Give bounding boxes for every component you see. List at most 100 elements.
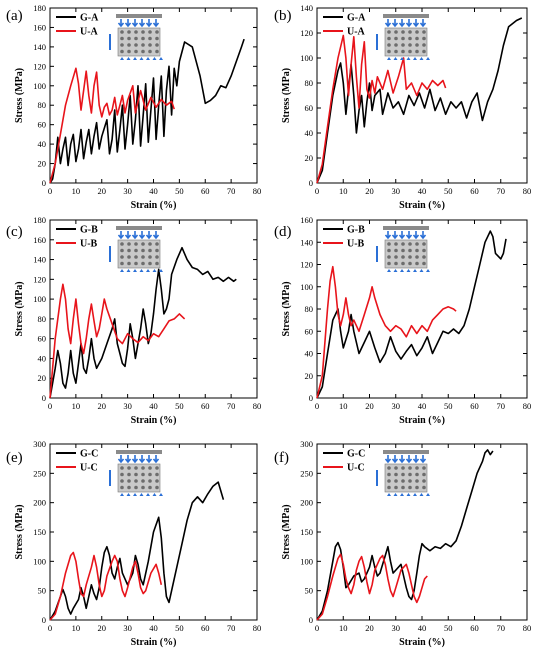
y-tick-label: 100 (300, 556, 313, 566)
lattice-block (384, 239, 428, 269)
load-arrow-icon (152, 231, 160, 240)
x-tick-label: 50 (175, 401, 184, 411)
y-tick-label: 40 (38, 139, 47, 149)
support-triangle (419, 269, 424, 272)
y-tick-label: 250 (33, 468, 46, 478)
lattice-node (408, 255, 412, 259)
x-tick-label: 20 (98, 623, 107, 633)
y-tick-label: 140 (300, 3, 313, 13)
specimen-inset (109, 450, 163, 496)
load-arrow-icon (412, 19, 420, 28)
y-tick-label: 50 (38, 586, 47, 596)
x-tick-label: 70 (497, 623, 506, 633)
lattice-node (415, 472, 419, 477)
x-tick-label: 60 (470, 186, 479, 196)
series-line-u-b (316, 265, 457, 399)
lattice-node (401, 248, 405, 253)
lattice-node (422, 43, 426, 47)
load-arrow-icon (384, 19, 392, 28)
lattice-node (401, 255, 405, 259)
support-triangle (152, 269, 157, 272)
load-arrow-icon (419, 19, 427, 28)
lattice-node (155, 242, 159, 246)
x-tick-label: 0 (315, 186, 319, 196)
y-tick-label: 120 (33, 274, 46, 284)
top-plate (116, 14, 162, 18)
legend-label: U-B (80, 239, 98, 250)
lattice-node (127, 43, 131, 47)
lattice-block (117, 239, 161, 269)
lattice-node (148, 36, 152, 41)
x-tick-label: 20 (365, 401, 374, 411)
support-triangle (159, 493, 163, 496)
y-tick-label: 40 (38, 353, 47, 363)
lattice-node (401, 466, 405, 470)
legend-label: U-B (347, 239, 365, 250)
x-tick-label: 10 (72, 623, 81, 633)
panel-c: 0 10 20 30 40 50 60 70 80 0 20 40 60 80 100 120 140 160 18… (6, 215, 261, 426)
y-tick-label: 300 (300, 439, 313, 449)
x-tick-label: 50 (444, 186, 453, 196)
lattice-node (394, 479, 398, 483)
lattice-block (117, 27, 161, 57)
y-tick-label: 100 (33, 81, 46, 91)
lattice-node (422, 49, 426, 54)
specimen-inset (376, 450, 430, 496)
top-plate (383, 450, 429, 454)
y-tick-label: 140 (33, 255, 46, 265)
lattice-node (134, 30, 138, 34)
x-tick-label: 40 (418, 401, 427, 411)
lattice-node (127, 466, 131, 470)
x-tick-label: 40 (149, 401, 158, 411)
y-tick-label: 300 (33, 439, 46, 449)
lattice-node (394, 466, 398, 470)
lattice-node (155, 479, 159, 483)
x-tick-label: 60 (470, 401, 479, 411)
lattice-node (387, 255, 391, 259)
y-tick-label: 140 (33, 42, 46, 52)
lattice-node (394, 472, 398, 477)
lattice-node (148, 248, 152, 253)
lattice-node (408, 479, 412, 483)
lattice-node (134, 485, 138, 490)
lattice-node (387, 466, 391, 470)
y-tick-label: 100 (300, 282, 313, 292)
support-triangle (400, 493, 404, 496)
lattice-block (384, 27, 428, 57)
load-arrow-icon (124, 455, 132, 464)
lattice-node (408, 30, 412, 34)
panel-label: (d) (274, 224, 292, 240)
y-axis-label: Stress (MPa) (281, 281, 292, 336)
support-triangle (146, 57, 150, 60)
y-tick-label: 0 (42, 393, 46, 403)
load-arrow-icon (138, 455, 146, 464)
support-triangle (419, 493, 424, 496)
load-arrow-icon (412, 231, 420, 240)
y-tick-label: 120 (300, 260, 313, 270)
lattice-node (134, 49, 138, 54)
lattice-node (148, 242, 152, 246)
y-tick-label: 40 (305, 128, 314, 138)
panel-d: 0 10 20 30 40 50 60 70 80 0 20 40 60 80 100 120 140 160 St… (274, 215, 531, 426)
load-arrow-icon (412, 455, 420, 464)
x-tick-label: 80 (253, 623, 262, 633)
support-triangle (139, 57, 144, 60)
lattice-node (155, 36, 159, 41)
x-tick-label: 10 (339, 186, 348, 196)
lattice-node (408, 261, 412, 266)
lattice-node (148, 261, 152, 266)
lattice-node (401, 49, 405, 54)
load-arrow-icon (384, 455, 392, 464)
series-line-u-a (316, 34, 447, 184)
load-arrow-icon (117, 231, 125, 240)
lattice-node (141, 261, 145, 266)
lattice-node (134, 242, 138, 246)
legend-label: G-C (80, 449, 98, 460)
top-plate (116, 226, 162, 230)
load-arrow-icon (145, 455, 153, 464)
x-tick-label: 80 (253, 401, 262, 411)
x-tick-label: 10 (339, 623, 348, 633)
lattice-node (408, 43, 412, 47)
load-arrow-icon (117, 19, 125, 28)
